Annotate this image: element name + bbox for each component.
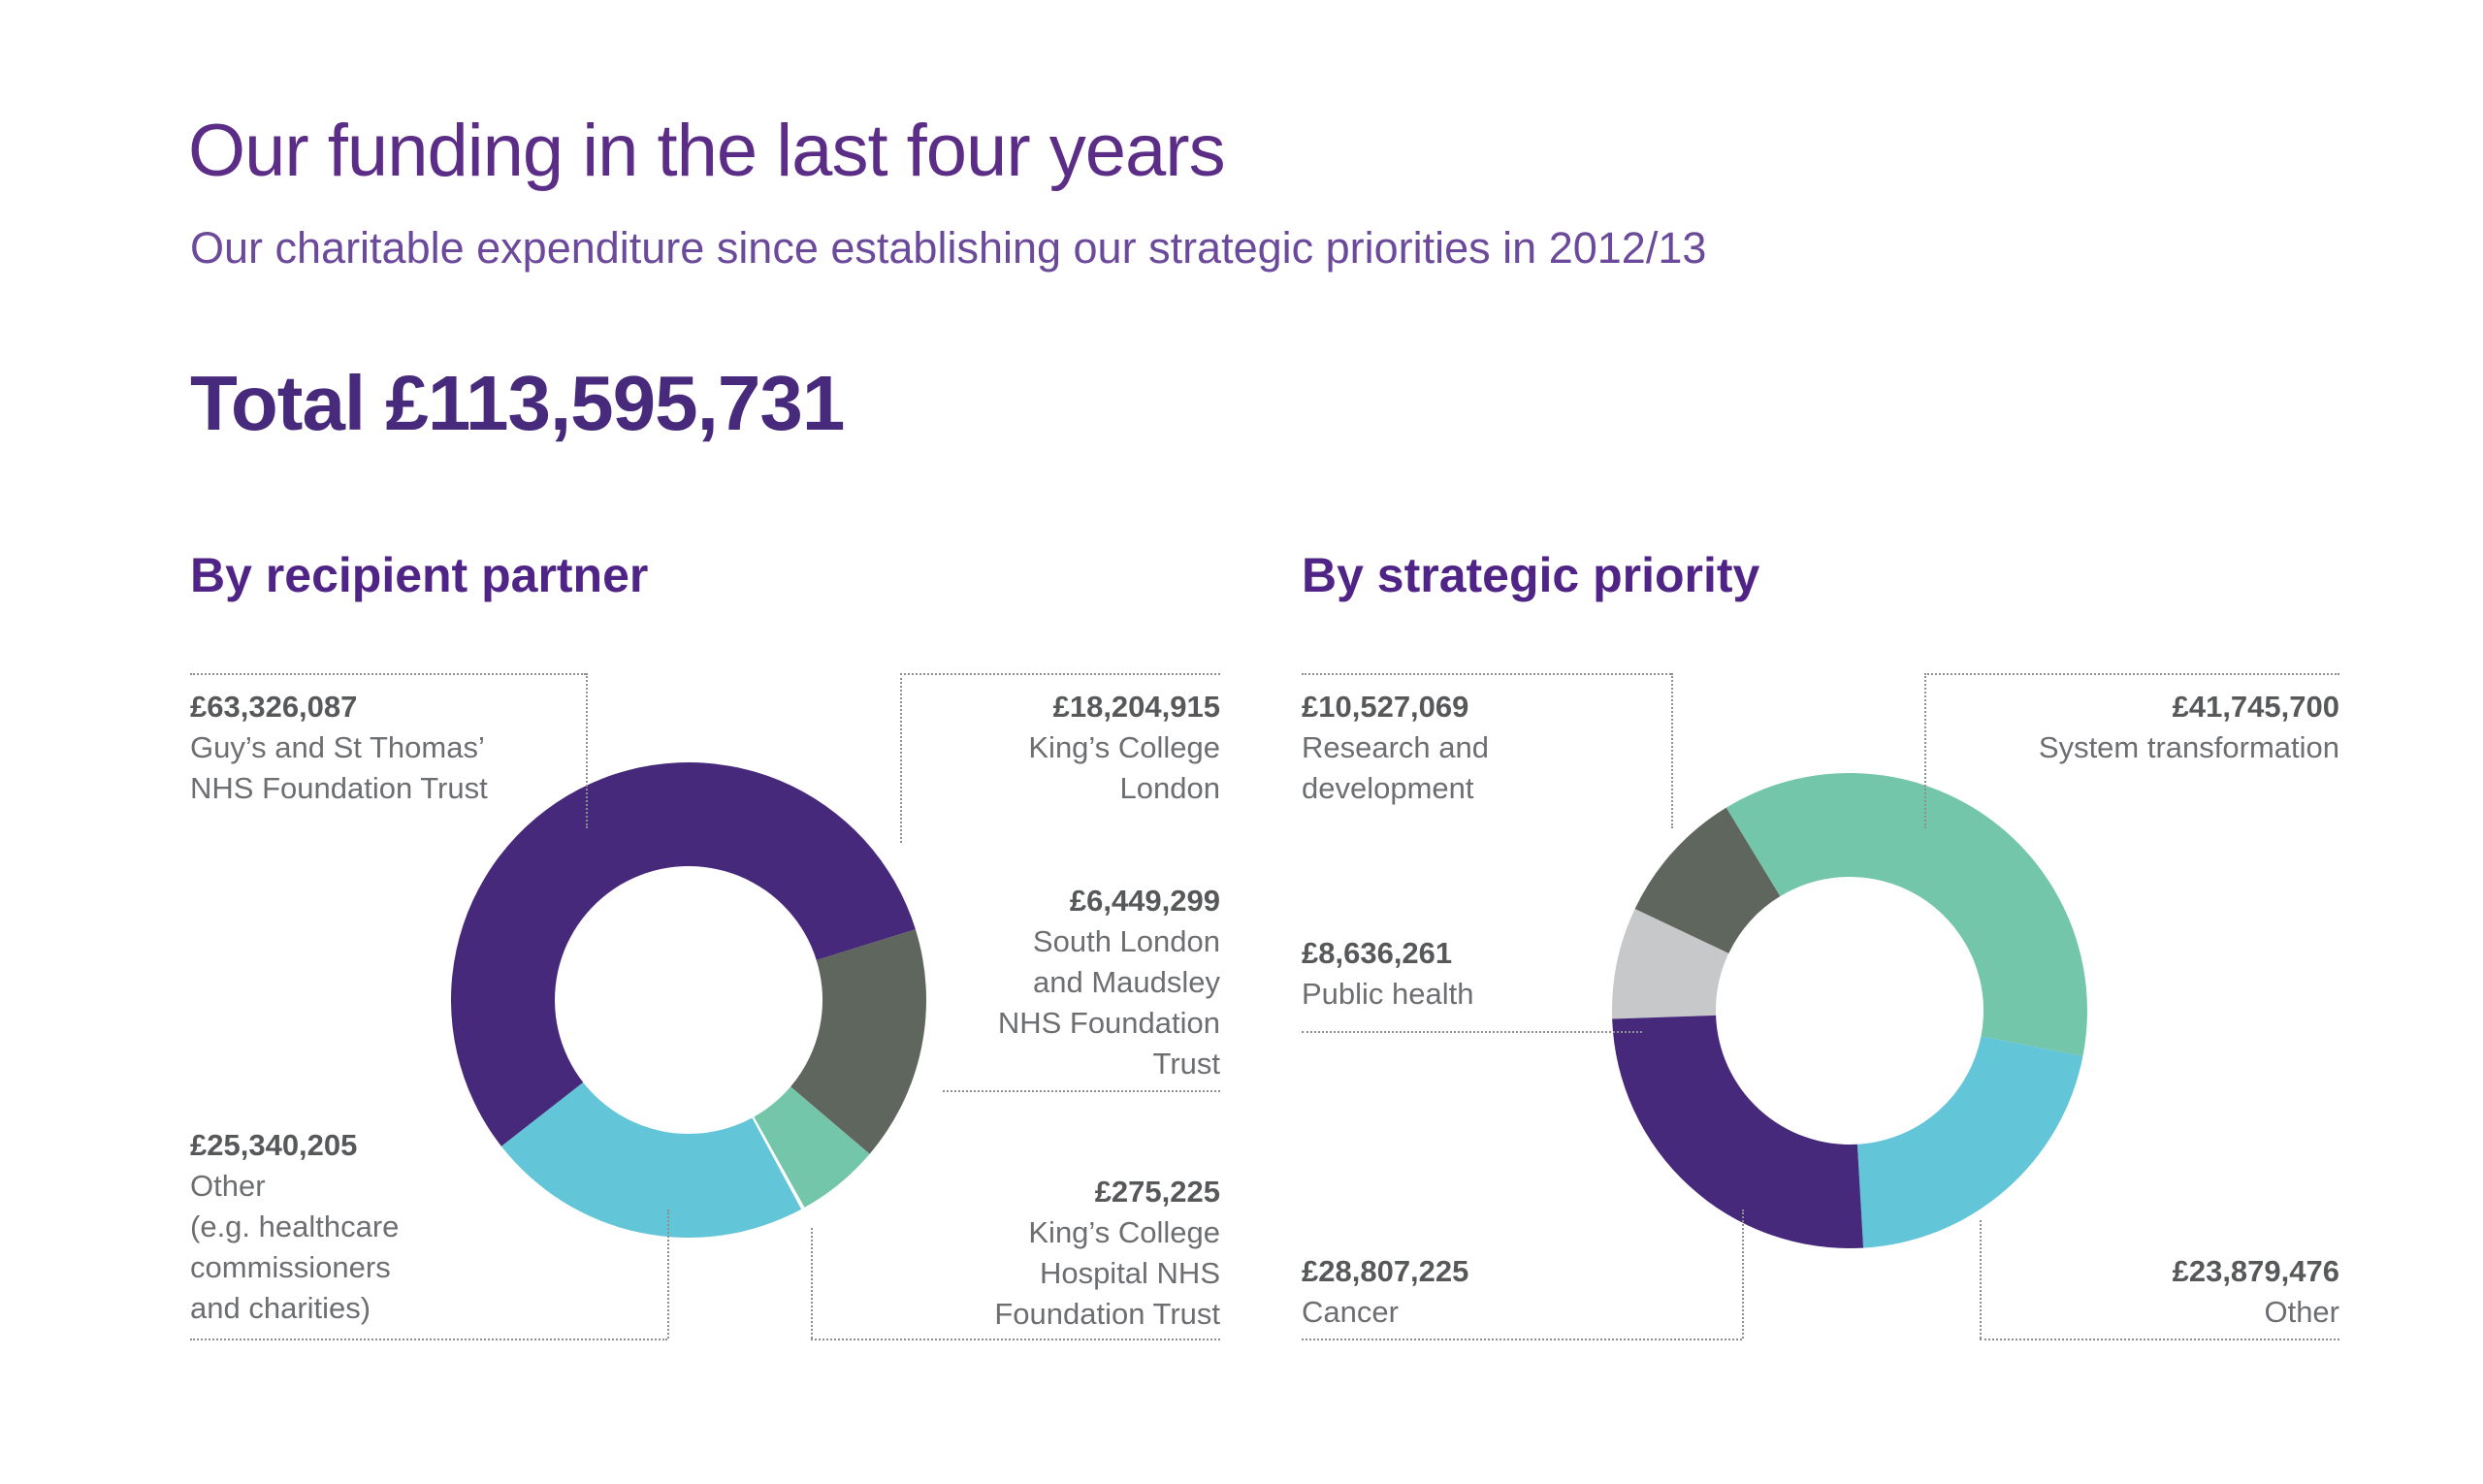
segment-value: £41,745,700: [2172, 690, 2339, 724]
leader-line-system-transformation: [1924, 673, 2339, 675]
segment-label-system-transformation: £41,745,700 System transformation: [1951, 687, 2339, 768]
segment-desc: System transformation: [2038, 730, 2339, 764]
donut-segment-public-health: [1612, 909, 1729, 1019]
segment-label-kings-college-london: £18,204,915 King’s College London: [900, 687, 1220, 809]
leader-line-research-and-development-drop: [1671, 673, 1673, 828]
leader-line-guys-and-st-thomas-drop: [586, 673, 588, 828]
segment-desc: Guy’s and St Thomas’ NHS Foundation Trus…: [190, 730, 488, 805]
segment-label-other-priorities: £23,879,476 Other: [1951, 1251, 2339, 1333]
section-title-by-strategic-priority: By strategic priority: [1302, 548, 1760, 602]
leader-line-kings-college-london: [900, 673, 1220, 675]
donut-segment-system-transformation: [1725, 772, 2088, 1056]
segment-desc: King’s College Hospital NHS Foundation T…: [994, 1215, 1220, 1331]
segment-label-cancer: £28,807,225 Cancer: [1302, 1251, 1690, 1333]
donut-chart-by-recipient-partner: [450, 761, 926, 1238]
segment-desc: Research and development: [1302, 730, 1490, 805]
segment-desc: King’s College London: [1028, 730, 1220, 805]
segment-value: £275,225: [1094, 1175, 1220, 1209]
leader-line-cancer: [1302, 1339, 1742, 1340]
segment-label-other-recipients: £25,340,205 Other (e.g. healthcare commi…: [190, 1125, 597, 1329]
segment-value: £25,340,205: [190, 1128, 358, 1162]
donut-segment-kings-college-london: [790, 929, 926, 1154]
segment-desc: Other: [2264, 1295, 2339, 1329]
segment-value: £18,204,915: [1052, 690, 1220, 724]
donut-segment-south-london-and-maudsley: [754, 1086, 870, 1208]
segment-label-kings-college-hospital: £275,225 King’s College Hospital NHS Fou…: [890, 1172, 1220, 1335]
leader-line-other-recipients: [190, 1339, 667, 1340]
segment-value: £63,326,087: [190, 690, 358, 724]
segment-desc: Cancer: [1302, 1295, 1399, 1329]
donut-segment-research-and-development: [1634, 807, 1781, 953]
page-subtitle: Our charitable expenditure since establi…: [190, 223, 1707, 273]
donut-segment-other-recipients: [500, 1081, 802, 1238]
segment-label-guys-and-st-thomas: £63,326,087 Guy’s and St Thomas’ NHS Fou…: [190, 687, 597, 809]
leader-line-kings-college-london-drop: [900, 673, 902, 843]
leader-line-other-priorities: [1980, 1339, 2339, 1340]
donut-segment-guys-and-st-thomas: [450, 761, 916, 1146]
segment-value: £8,636,261: [1302, 936, 1453, 970]
leader-line-system-transformation-drop: [1924, 673, 1926, 828]
segment-label-research-and-development: £10,527,069 Research and development: [1302, 687, 1690, 809]
total-amount: Total £113,595,731: [190, 360, 845, 446]
segment-value: £10,527,069: [1302, 690, 1469, 724]
leader-line-guys-and-st-thomas: [190, 673, 586, 675]
leader-line-kings-college-hospital-riser: [811, 1228, 813, 1339]
segment-label-south-london-and-maudsley: £6,449,299 South London and Maudsley NHS…: [910, 881, 1220, 1084]
segment-label-public-health: £8,636,261 Public health: [1302, 933, 1651, 1015]
segment-desc: South London and Maudsley NHS Foundation…: [997, 924, 1220, 1081]
leader-line-other-priorities-riser: [1980, 1220, 1982, 1339]
segment-value: £6,449,299: [1069, 884, 1220, 918]
segment-value: £23,879,476: [2172, 1254, 2339, 1288]
section-title-by-recipient-partner: By recipient partner: [190, 548, 649, 602]
segment-desc: Public health: [1302, 977, 1474, 1011]
donut-segment-kings-college-hospital: [752, 1116, 805, 1210]
segment-value: £28,807,225: [1302, 1254, 1469, 1288]
leader-line-public-health: [1302, 1031, 1642, 1033]
leader-line-other-recipients-riser: [667, 1210, 669, 1339]
leader-line-cancer-riser: [1742, 1210, 1744, 1339]
segment-desc: Other (e.g. healthcare commissioners and…: [190, 1169, 400, 1325]
donut-segment-other-priorities: [1856, 1036, 2083, 1248]
leader-line-research-and-development: [1302, 673, 1671, 675]
donut-segment-cancer: [1612, 1015, 1864, 1249]
page-title: Our funding in the last four years: [188, 110, 1226, 192]
leader-line-south-london-and-maudsley: [943, 1090, 1220, 1092]
leader-line-kings-college-hospital: [811, 1339, 1220, 1340]
donut-chart-by-strategic-priority: [1612, 772, 2088, 1249]
